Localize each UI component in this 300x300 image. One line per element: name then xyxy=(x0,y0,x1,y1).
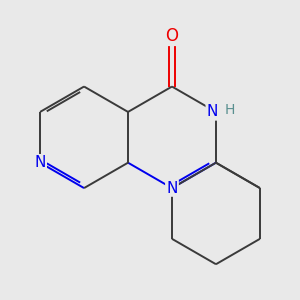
Text: H: H xyxy=(225,103,235,117)
Text: N: N xyxy=(207,104,218,119)
Text: N: N xyxy=(34,155,46,170)
Text: O: O xyxy=(166,27,178,45)
Text: N: N xyxy=(166,181,178,196)
